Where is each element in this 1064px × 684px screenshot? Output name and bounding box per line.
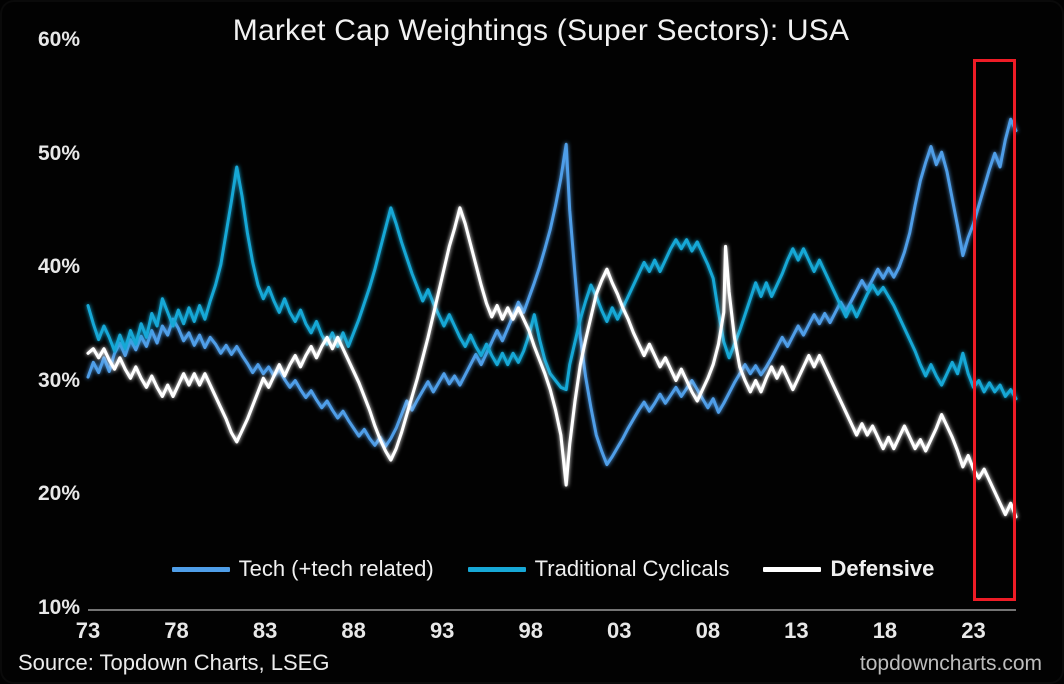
legend-label: Defensive [830,556,935,581]
source-note: Source: Topdown Charts, LSEG [18,650,330,675]
chart-legend: Tech (+tech related) Traditional Cyclical… [88,552,1018,586]
x-axis-tick-88: 88 [341,618,366,643]
x-axis-tick-93: 93 [429,618,455,643]
legend-item-tech-tech-related[interactable]: Tech (+tech related) [171,556,434,582]
page-title: Market Cap Weightings (Super Sectors): U… [232,14,850,47]
x-axis-tick-13: 13 [784,618,809,643]
x-axis-tick-73: 73 [75,618,101,643]
legend-label: Traditional Cyclicals [534,556,730,581]
y-axis-tick-20: 20% [37,482,80,506]
series-line-defensive [86,206,1018,519]
x-axis-tick-83: 83 [252,618,278,643]
y-axis-tick-50: 50% [37,141,80,165]
y-axis-tick-10: 10% [37,596,80,619]
legend-item-traditional-cyclicals[interactable]: Traditional Cyclicals [467,556,730,582]
legend-swatch-icon [763,566,822,572]
x-axis-tick-03: 03 [607,618,632,643]
watermark-label: topdowncharts.com [859,652,1042,675]
legend-label: Tech (+tech related) [238,556,434,581]
legend-swatch-icon [171,566,230,572]
legend-item-defensive[interactable]: Defensive [763,556,934,582]
x-axis-tick-23: 23 [961,618,986,643]
y-axis-tick-30: 30% [37,368,80,392]
legend-swatch-icon [467,566,526,572]
series-line-tech-tech-related [86,117,1018,467]
y-axis-tick-40: 40% [37,255,80,279]
series-layer [86,117,1018,519]
x-axis-tick-78: 78 [164,618,189,643]
series-line-traditional-cyclicals [86,165,1018,401]
x-axis-tick-08: 08 [695,618,721,643]
y-axis-tick-60: 60% [37,28,80,51]
x-axis-tick-18: 18 [872,618,898,643]
x-axis-tick-98: 98 [518,618,543,643]
